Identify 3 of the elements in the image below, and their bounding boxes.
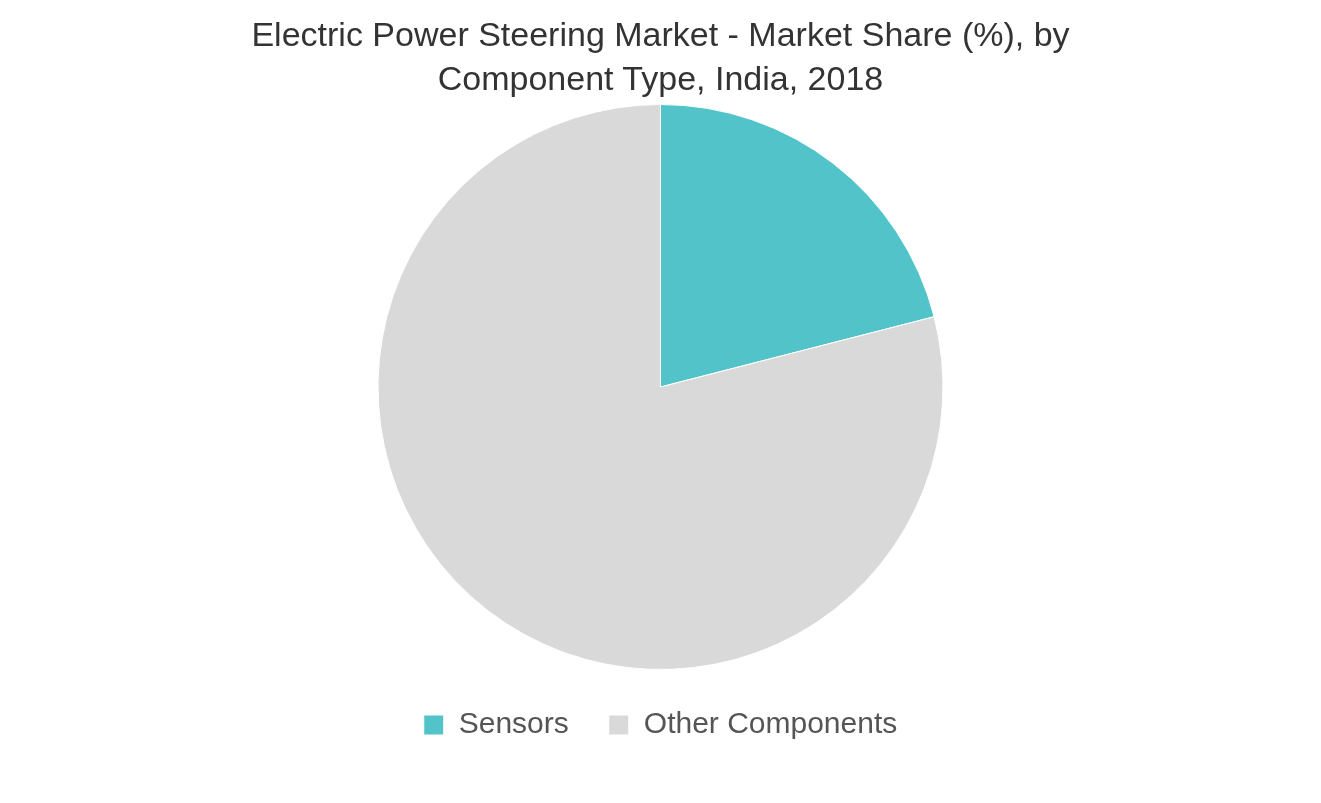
chart-title: Electric Power Steering Market - Market Share (%), by Component Type, India, 2018 — [250, 14, 1071, 99]
legend-label: Sensors — [458, 706, 569, 740]
legend-label: Other Components — [643, 706, 898, 740]
